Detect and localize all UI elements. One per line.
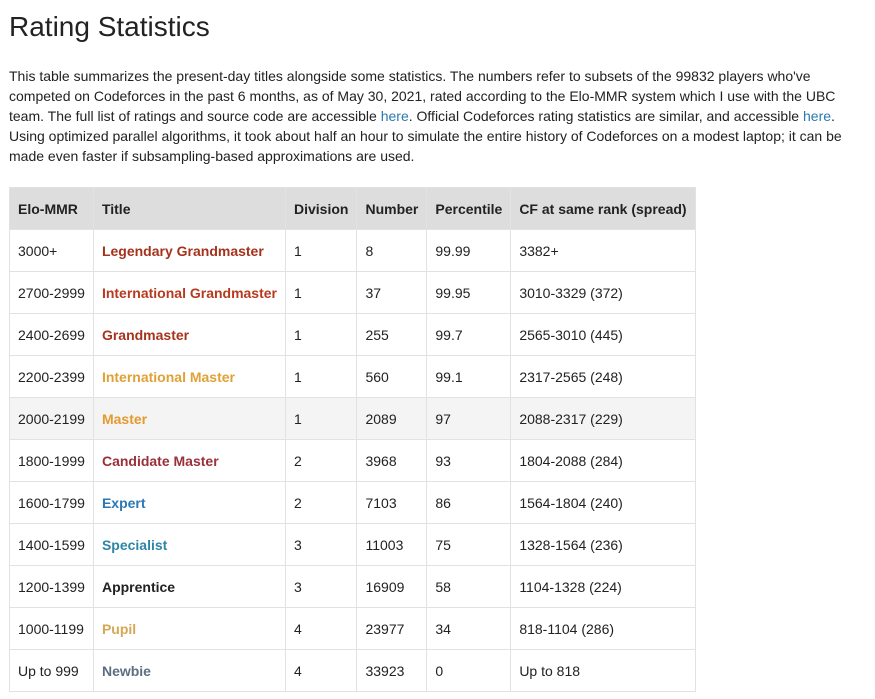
cell-title: Specialist bbox=[92, 523, 287, 566]
table-row: 2400-2699 Grandmaster 1 255 99.7 2565-3010 (4… bbox=[9, 313, 696, 356]
cell-elo: 2000-2199 bbox=[9, 397, 94, 440]
cell-percentile: 58 bbox=[426, 565, 512, 608]
cell-division: 1 bbox=[284, 355, 358, 398]
cell-cf: 1804-2088 (284) bbox=[510, 439, 696, 482]
cell-title: International Master bbox=[92, 355, 287, 398]
cell-percentile: 99.7 bbox=[426, 313, 512, 356]
cell-number: 3968 bbox=[356, 439, 428, 482]
cell-percentile: 99.1 bbox=[426, 355, 512, 398]
cell-title: Candidate Master bbox=[92, 439, 287, 482]
cell-number: 33923 bbox=[356, 649, 428, 692]
cell-division: 2 bbox=[284, 439, 358, 482]
cell-division: 2 bbox=[284, 481, 358, 524]
table-row: 1000-1199 Pupil 4 23977 34 818-1104 (286) bbox=[9, 607, 696, 650]
cell-division: 3 bbox=[284, 565, 358, 608]
cell-number: 560 bbox=[356, 355, 428, 398]
cell-division: 1 bbox=[284, 313, 358, 356]
cell-elo: 2200-2399 bbox=[9, 355, 94, 398]
intro-text-3: . Using optimized parallel algorithms, i… bbox=[9, 108, 842, 164]
table-row: 2000-2199 Master 1 2089 97 2088-2317 (229) bbox=[9, 397, 696, 440]
table-row: 2700-2999 International Grandmaster 1 37 99.… bbox=[9, 271, 696, 314]
cell-cf: 2565-3010 (445) bbox=[510, 313, 696, 356]
header-title: Title bbox=[92, 187, 287, 230]
table-row: 2200-2399 International Master 1 560 99.1 231… bbox=[9, 355, 696, 398]
cell-division: 1 bbox=[284, 397, 358, 440]
cell-number: 7103 bbox=[356, 481, 428, 524]
cell-title: Pupil bbox=[92, 607, 287, 650]
cell-percentile: 93 bbox=[426, 439, 512, 482]
page-title: Rating Statistics bbox=[9, 11, 210, 42]
cell-number: 2089 bbox=[356, 397, 428, 440]
cell-percentile: 97 bbox=[426, 397, 512, 440]
cell-cf: 1564-1804 (240) bbox=[510, 481, 696, 524]
cell-cf: 3382+ bbox=[510, 229, 696, 272]
cell-elo: 2400-2699 bbox=[9, 313, 94, 356]
cell-number: 37 bbox=[356, 271, 428, 314]
cell-percentile: 99.95 bbox=[426, 271, 512, 314]
cell-number: 16909 bbox=[356, 565, 428, 608]
cell-percentile: 86 bbox=[426, 481, 512, 524]
header-number: Number bbox=[356, 187, 428, 230]
intro-text-1: This table summarizes the present-day ti… bbox=[9, 68, 836, 124]
intro-text-2: . Official Codeforces rating statistics … bbox=[408, 108, 803, 124]
header-division: Division bbox=[284, 187, 358, 230]
table-row: 1600-1799 Expert 2 7103 86 1564-1804 (240) bbox=[9, 481, 696, 524]
cell-number: 23977 bbox=[356, 607, 428, 650]
table-row: 1400-1599 Specialist 3 11003 75 1328-1564 (23… bbox=[9, 523, 696, 566]
cell-division: 4 bbox=[284, 649, 358, 692]
cell-title: Apprentice bbox=[92, 565, 287, 608]
cf-stats-link[interactable]: here bbox=[803, 108, 832, 124]
header-elo: Elo-MMR bbox=[9, 187, 94, 230]
cell-elo: 1200-1399 bbox=[9, 565, 94, 608]
cell-elo: 1800-1999 bbox=[9, 439, 94, 482]
cell-cf: 1104-1328 (224) bbox=[510, 565, 696, 608]
cell-elo: 2700-2999 bbox=[9, 271, 94, 314]
cell-division: 4 bbox=[284, 607, 358, 650]
table-row: 3000+ Legendary Grandmaster 1 8 99.99 3382+ bbox=[9, 229, 696, 272]
cell-elo: 1400-1599 bbox=[9, 523, 94, 566]
header-percentile: Percentile bbox=[426, 187, 512, 230]
cell-title: Master bbox=[92, 397, 287, 440]
cell-number: 255 bbox=[356, 313, 428, 356]
cell-cf: 2088-2317 (229) bbox=[510, 397, 696, 440]
ratings-link[interactable]: here bbox=[380, 108, 409, 124]
cell-cf: 818-1104 (286) bbox=[510, 607, 696, 650]
cell-cf: 1328-1564 (236) bbox=[510, 523, 696, 566]
cell-percentile: 34 bbox=[426, 607, 512, 650]
cell-percentile: 99.99 bbox=[426, 229, 512, 272]
cell-title: Newbie bbox=[92, 649, 287, 692]
cell-cf: 3010-3329 (372) bbox=[510, 271, 696, 314]
cell-division: 1 bbox=[284, 271, 358, 314]
cell-percentile: 0 bbox=[426, 649, 512, 692]
cell-elo: 3000+ bbox=[9, 229, 94, 272]
rating-table: Elo-MMR Title Division Number Percentile… bbox=[9, 187, 696, 692]
cell-cf: 2317-2565 (248) bbox=[510, 355, 696, 398]
cell-division: 1 bbox=[284, 229, 358, 272]
cell-title: Grandmaster bbox=[92, 313, 287, 356]
table-row: Up to 999 Newbie 4 33923 0 Up to 818 bbox=[9, 649, 696, 692]
cell-division: 3 bbox=[284, 523, 358, 566]
cell-elo: 1600-1799 bbox=[9, 481, 94, 524]
cell-percentile: 75 bbox=[426, 523, 512, 566]
table-row: 1800-1999 Candidate Master 2 3968 93 1804-208… bbox=[9, 439, 696, 482]
cell-elo: 1000-1199 bbox=[9, 607, 94, 650]
cell-title: Legendary Grandmaster bbox=[92, 229, 287, 272]
cell-title: International Grandmaster bbox=[92, 271, 287, 314]
cell-number: 8 bbox=[356, 229, 428, 272]
cell-number: 11003 bbox=[356, 523, 428, 566]
cell-title: Expert bbox=[92, 481, 287, 524]
table-body: 3000+ Legendary Grandmaster 1 8 99.99 3382+ 27… bbox=[9, 229, 696, 692]
header-cf: CF at same rank (spread) bbox=[510, 187, 696, 230]
cell-cf: Up to 818 bbox=[510, 649, 696, 692]
cell-elo: Up to 999 bbox=[9, 649, 94, 692]
table-row: 1200-1399 Apprentice 3 16909 58 1104-1328 (22… bbox=[9, 565, 696, 608]
table-header-row: Elo-MMR Title Division Number Percentile… bbox=[9, 187, 696, 230]
intro-paragraph: This table summarizes the present-day ti… bbox=[9, 66, 859, 166]
